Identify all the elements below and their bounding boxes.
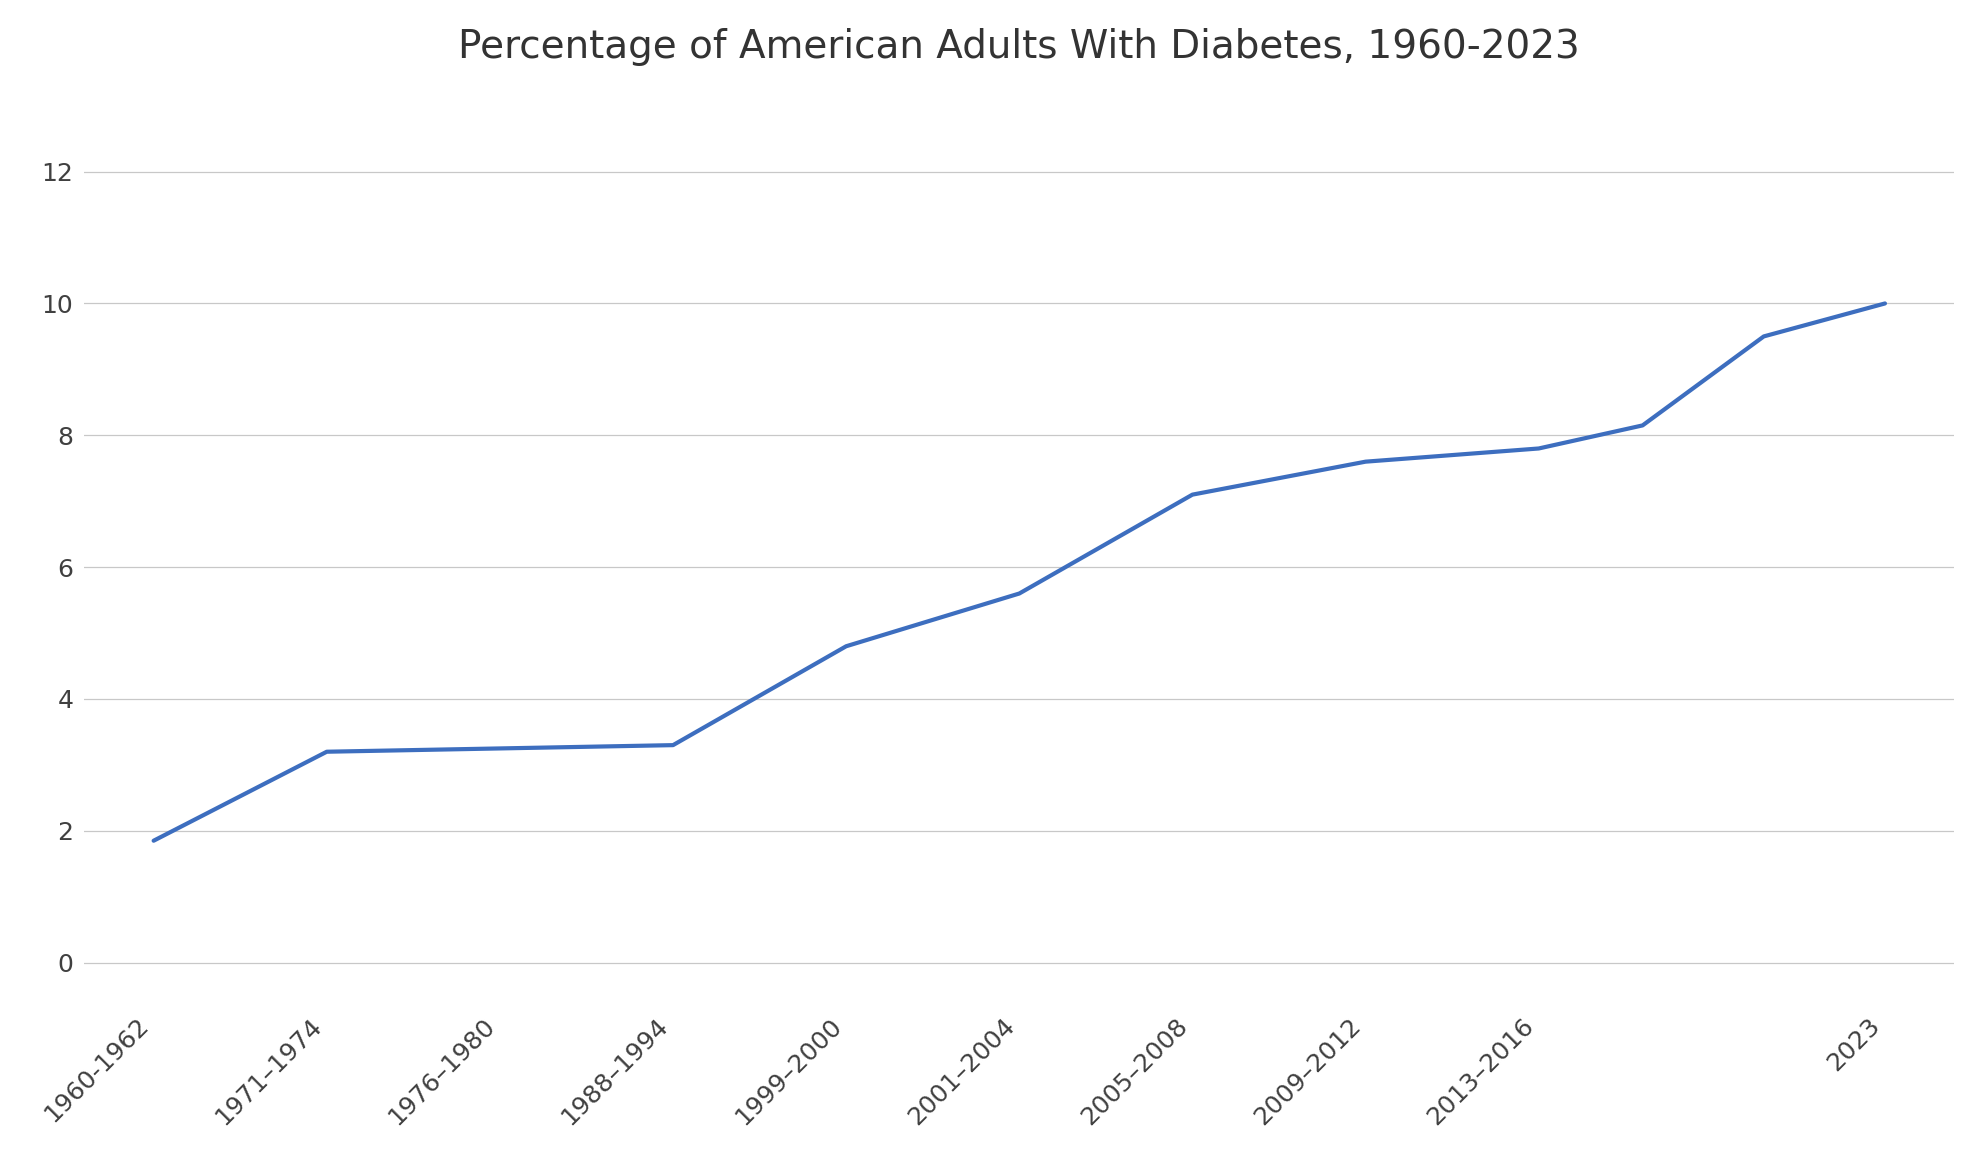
Title: Percentage of American Adults With Diabetes, 1960-2023: Percentage of American Adults With Diabe…: [458, 28, 1580, 66]
